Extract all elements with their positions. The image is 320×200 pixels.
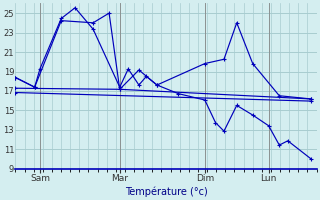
X-axis label: Température (°c): Température (°c) — [124, 186, 207, 197]
